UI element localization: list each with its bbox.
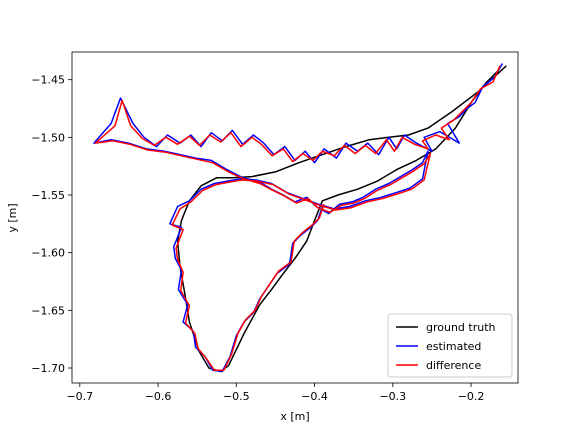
y-tick-label: −1.60	[31, 247, 65, 260]
series-line-difference	[94, 65, 501, 372]
y-axis: −1.45 −1.50 −1.55 −1.60 −1.65 −1.70	[31, 74, 72, 375]
x-tick-label: −0.7	[66, 390, 93, 403]
axes-frame	[71, 51, 519, 384]
y-tick-label: −1.55	[31, 189, 65, 202]
x-tick-label: −0.5	[223, 390, 250, 403]
plot-area	[93, 63, 507, 373]
y-tick-label: −1.70	[31, 362, 65, 375]
x-axis: −0.7 −0.6 −0.5 −0.4 −0.3 −0.2	[66, 383, 484, 403]
legend: ground truth estimated difference	[387, 313, 513, 378]
series-line-estimated	[93, 63, 504, 373]
y-tick-label: −1.45	[31, 74, 65, 87]
x-tick-label: −0.6	[145, 390, 172, 403]
x-axis-label: x [m]	[280, 410, 309, 423]
x-tick-label: −0.4	[301, 390, 328, 403]
y-tick-label: −1.50	[31, 131, 65, 144]
legend-entry: ground truth	[426, 321, 496, 334]
x-tick-label: −0.2	[458, 390, 485, 403]
y-axis-label: y [m]	[6, 203, 19, 232]
legend-box	[387, 313, 513, 378]
legend-entry: estimated	[426, 340, 481, 353]
x-tick-label: −0.3	[379, 390, 406, 403]
y-tick-label: −1.65	[31, 304, 65, 317]
legend-entry: difference	[426, 359, 481, 372]
